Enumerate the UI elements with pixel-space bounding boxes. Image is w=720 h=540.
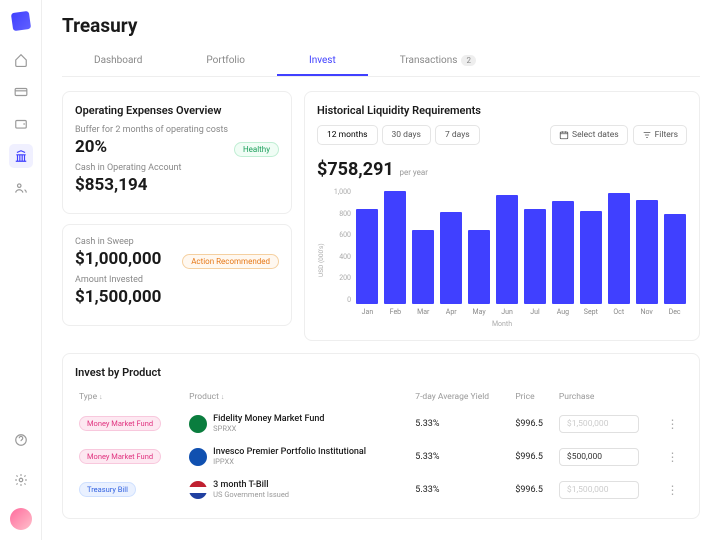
chart-bars: JanFebMarAprMayJunJulAugSeptOctNovDec xyxy=(355,188,687,318)
yield-value: 5.33% xyxy=(411,473,511,506)
period-30days[interactable]: 30 days xyxy=(382,125,431,145)
bar-Jul: Jul xyxy=(523,188,548,304)
product-icon xyxy=(189,481,207,499)
invested-label: Amount Invested xyxy=(75,275,279,285)
table-row: Money Market Fund Invesco Premier Portfol… xyxy=(75,440,687,473)
page-title: Treasury xyxy=(62,14,700,37)
nav-settings[interactable] xyxy=(9,468,33,492)
invest-table-card: Invest by Product Type↓Product↓7-day Ave… xyxy=(62,353,700,519)
buffer-value: 20% xyxy=(75,137,107,157)
select-dates-button[interactable]: Select dates xyxy=(550,125,628,145)
row-menu[interactable]: ⋮ xyxy=(663,407,687,440)
bar-Jun: Jun xyxy=(495,188,520,304)
product-ticker: SPRXX xyxy=(213,424,324,433)
invest-table: Type↓Product↓7-day Average YieldPricePur… xyxy=(75,387,687,506)
sweep-value: $1,000,000 xyxy=(75,249,161,269)
calendar-icon xyxy=(559,130,569,140)
col-product[interactable]: Product↓ xyxy=(185,387,411,407)
logo xyxy=(10,11,30,31)
liquidity-card: Historical Liquidity Requirements 12 mon… xyxy=(304,91,700,341)
user-avatar[interactable] xyxy=(10,508,32,530)
liquidity-total: $758,291 xyxy=(317,159,394,180)
type-pill: Money Market Fund xyxy=(79,416,161,431)
period-12months[interactable]: 12 months xyxy=(317,125,378,145)
col-price[interactable]: Price xyxy=(511,387,555,407)
invest-title: Invest by Product xyxy=(75,366,687,379)
invested-value: $1,500,000 xyxy=(75,287,279,307)
table-row: Money Market Fund Fidelity Money Market F… xyxy=(75,407,687,440)
x-axis-label: Month xyxy=(317,320,687,328)
product-name: Invesco Premier Portfolio Institutional xyxy=(213,447,366,457)
period-buttons: 12 months30 days7 days xyxy=(317,125,480,145)
tab-transactions[interactable]: Transactions2 xyxy=(368,47,508,76)
liquidity-suffix: per year xyxy=(399,168,427,177)
bar-Nov: Nov xyxy=(634,188,659,304)
bar-Oct: Oct xyxy=(606,188,631,304)
nav-treasury[interactable] xyxy=(9,144,33,168)
tab-invest[interactable]: Invest xyxy=(277,47,368,76)
sidebar xyxy=(0,0,42,540)
tab-dashboard[interactable]: Dashboard xyxy=(62,47,174,76)
action-badge: Action Recommended xyxy=(182,254,279,269)
row-menu[interactable]: ⋮ xyxy=(663,473,687,506)
col-7-day-average-yield[interactable]: 7-day Average Yield xyxy=(411,387,511,407)
tab-portfolio[interactable]: Portfolio xyxy=(174,47,277,76)
tabs: DashboardPortfolioInvestTransactions2 xyxy=(62,47,700,77)
transactions-count-badge: 2 xyxy=(461,55,476,66)
bar-Feb: Feb xyxy=(383,188,408,304)
bar-Dec: Dec xyxy=(662,188,687,304)
operating-title: Operating Expenses Overview xyxy=(75,104,279,117)
sort-arrow-icon: ↓ xyxy=(221,393,225,401)
sweep-label: Cash in Sweep xyxy=(75,237,279,247)
yield-value: 5.33% xyxy=(411,407,511,440)
buffer-label: Buffer for 2 months of operating costs xyxy=(75,125,279,135)
product-name: Fidelity Money Market Fund xyxy=(213,414,324,424)
bar-Mar: Mar xyxy=(411,188,436,304)
bar-May: May xyxy=(467,188,492,304)
row-menu[interactable]: ⋮ xyxy=(663,440,687,473)
nav-people[interactable] xyxy=(9,176,33,200)
liquidity-title: Historical Liquidity Requirements xyxy=(317,104,687,117)
cash-op-label: Cash in Operating Account xyxy=(75,163,279,173)
col-purchase[interactable]: Purchase xyxy=(555,387,663,407)
product-icon xyxy=(189,415,207,433)
product-icon xyxy=(189,448,207,466)
type-pill: Treasury Bill xyxy=(79,482,136,497)
y-axis-label: USD (000's) xyxy=(317,188,325,318)
bar-Aug: Aug xyxy=(550,188,575,304)
price-value: $996.5 xyxy=(511,407,555,440)
main-content: Treasury DashboardPortfolioInvestTransac… xyxy=(42,0,720,540)
filters-button[interactable]: Filters xyxy=(633,125,687,145)
nav-card[interactable] xyxy=(9,80,33,104)
yield-value: 5.33% xyxy=(411,440,511,473)
sort-arrow-icon: ↓ xyxy=(99,393,103,401)
product-name: 3 month T-Bill xyxy=(213,480,289,490)
sweep-card: Cash in Sweep $1,000,000 Action Recommen… xyxy=(62,224,292,326)
liquidity-chart: USD (000's) 1,0008006004002000 JanFebMar… xyxy=(317,188,687,318)
purchase-input[interactable]: $500,000 xyxy=(559,448,639,466)
price-value: $996.5 xyxy=(511,440,555,473)
y-axis: 1,0008006004002000 xyxy=(329,188,351,318)
purchase-input[interactable]: $1,500,000 xyxy=(559,415,639,433)
product-ticker: IPPXX xyxy=(213,457,366,466)
healthy-badge: Healthy xyxy=(234,142,279,157)
operating-card: Operating Expenses Overview Buffer for 2… xyxy=(62,91,292,214)
nav-home[interactable] xyxy=(9,48,33,72)
type-pill: Money Market Fund xyxy=(79,449,161,464)
bar-Sept: Sept xyxy=(578,188,603,304)
bar-Jan: Jan xyxy=(355,188,380,304)
product-ticker: US Government Issued xyxy=(213,490,289,499)
purchase-input[interactable]: $1,500,000 xyxy=(559,481,639,499)
bar-Apr: Apr xyxy=(439,188,464,304)
nav-wallet[interactable] xyxy=(9,112,33,136)
col-type[interactable]: Type↓ xyxy=(75,387,185,407)
nav-help[interactable] xyxy=(9,428,33,452)
cash-op-value: $853,194 xyxy=(75,175,279,195)
price-value: $996.5 xyxy=(511,473,555,506)
period-7days[interactable]: 7 days xyxy=(435,125,480,145)
filter-icon xyxy=(642,130,652,140)
table-row: Treasury Bill 3 month T-BillUS Government… xyxy=(75,473,687,506)
